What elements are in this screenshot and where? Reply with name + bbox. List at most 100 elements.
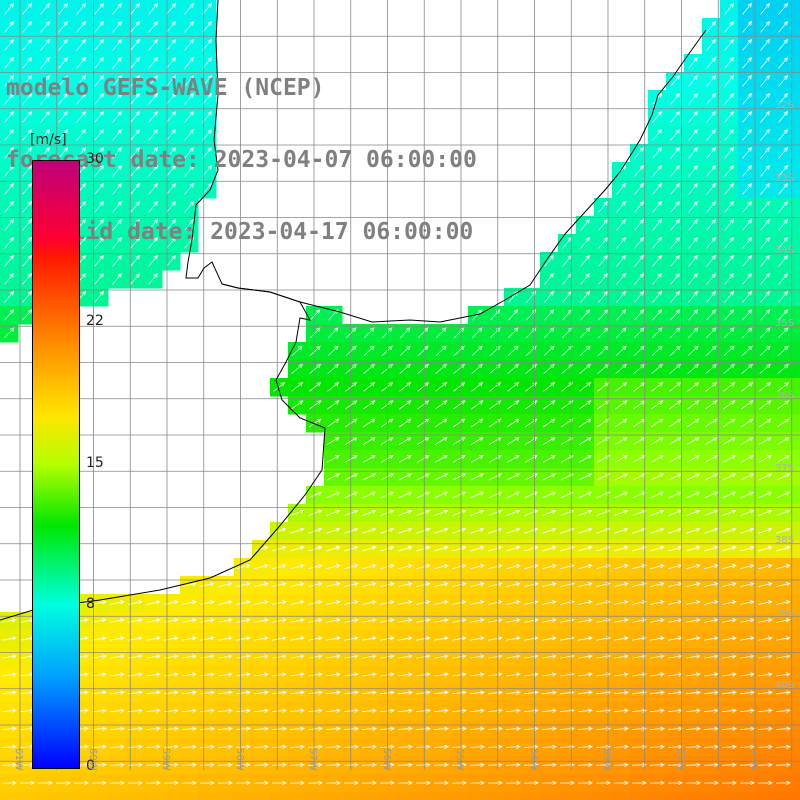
- wind-arrow: [633, 363, 645, 374]
- wind-arrow: [273, 382, 286, 392]
- wind-arrow: [739, 690, 755, 695]
- wind-arrow: [758, 436, 772, 445]
- wind-arrow: [706, 92, 717, 105]
- wind-arrow: [417, 363, 429, 374]
- wind-arrow: [452, 527, 467, 534]
- wind-arrow: [632, 582, 647, 587]
- wind-arrow: [688, 110, 699, 123]
- wind-arrow: [652, 110, 663, 123]
- wind-arrow: [271, 690, 287, 695]
- wind-speed-cell: [792, 414, 800, 433]
- wind-arrow: [706, 56, 717, 69]
- wind-arrow: [741, 327, 753, 339]
- wind-speed-cell: [576, 792, 595, 800]
- wind-arrow: [471, 327, 483, 339]
- wind-arrow: [415, 762, 431, 768]
- wind-arrow: [580, 290, 591, 303]
- wind-arrow: [778, 146, 789, 159]
- wind-arrow: [325, 744, 341, 749]
- wind-arrow: [775, 780, 791, 786]
- wind-arrow: [614, 545, 629, 552]
- wind-arrow: [487, 726, 503, 731]
- wind-arrow: [524, 545, 539, 552]
- wind-arrow: [308, 491, 323, 499]
- wind-arrow: [776, 600, 791, 605]
- wind-arrow: [416, 636, 431, 641]
- wind-arrow: [236, 636, 251, 641]
- wind-arrow: [652, 182, 663, 195]
- wind-arrow: [452, 582, 467, 587]
- wind-arrow: [416, 436, 430, 445]
- wind-arrow: [506, 600, 521, 605]
- wind-arrow: [596, 418, 610, 428]
- wind-arrow: [758, 582, 773, 587]
- wind-arrow: [91, 744, 107, 749]
- wind-arrow: [4, 74, 15, 87]
- wind-arrow: [685, 690, 701, 695]
- wind-arrow: [112, 38, 123, 51]
- wind-arrow: [19, 780, 35, 786]
- wind-arrow: [526, 290, 537, 303]
- wind-speed-cell: [792, 54, 800, 73]
- wind-arrow: [362, 582, 377, 587]
- wind-arrow: [505, 726, 521, 731]
- wind-speed-cell: [792, 234, 800, 253]
- wind-arrow: [616, 254, 627, 267]
- wind-arrow: [452, 600, 467, 605]
- wind-arrow: [471, 400, 484, 410]
- wind-arrow: [597, 382, 610, 392]
- wind-arrow: [741, 345, 753, 357]
- wind-arrow: [416, 600, 431, 605]
- wind-arrow: [578, 491, 593, 499]
- wind-arrow: [22, 92, 33, 105]
- wind-arrow: [470, 618, 485, 623]
- wind-arrow: [362, 436, 376, 445]
- wind-speed-cell: [792, 72, 800, 91]
- wind-arrow: [578, 654, 593, 659]
- wind-arrow: [634, 200, 645, 213]
- wind-arrow: [778, 38, 789, 51]
- wind-arrow: [778, 110, 789, 123]
- wind-arrow: [723, 327, 735, 339]
- wind-arrow: [166, 20, 177, 33]
- wind-arrow: [112, 20, 123, 33]
- wind-arrow: [670, 272, 681, 285]
- wind-arrow: [542, 545, 557, 552]
- wind-arrow: [760, 236, 771, 249]
- wind-arrow: [724, 236, 735, 249]
- wind-arrow: [541, 780, 557, 786]
- wind-arrow: [130, 92, 141, 105]
- wind-arrow: [146, 672, 161, 677]
- wind-arrow: [706, 254, 717, 267]
- wind-arrow: [253, 690, 269, 695]
- wind-arrow: [308, 582, 323, 587]
- wind-arrow: [488, 672, 503, 677]
- wind-arrow: [218, 654, 233, 659]
- wind-arrow: [380, 527, 395, 534]
- wind-arrow: [704, 527, 719, 534]
- longitude-label: 59W: [160, 748, 171, 771]
- wind-arrow: [91, 762, 107, 768]
- wind-arrow: [524, 582, 539, 587]
- latitude-label: 36S: [774, 390, 794, 401]
- wind-arrow: [616, 236, 627, 249]
- wind-arrow: [740, 636, 755, 641]
- wind-arrow: [688, 290, 699, 303]
- wind-arrow: [415, 744, 431, 749]
- wind-arrow: [184, 2, 195, 15]
- wind-arrow: [685, 780, 701, 786]
- wind-arrow: [1, 708, 17, 713]
- wind-arrow: [22, 20, 33, 33]
- wind-arrow: [290, 509, 305, 516]
- wind-arrow: [308, 636, 323, 641]
- wind-arrow: [4, 309, 15, 321]
- longitude-label: 54W: [527, 748, 539, 771]
- wind-arrow: [757, 762, 773, 768]
- wind-arrow: [524, 672, 539, 677]
- wind-arrow: [652, 146, 663, 159]
- wind-arrow: [148, 272, 159, 285]
- wind-arrow: [109, 780, 125, 786]
- wind-arrow: [595, 780, 611, 786]
- wind-arrow: [451, 762, 467, 768]
- wind-arrow: [541, 744, 557, 749]
